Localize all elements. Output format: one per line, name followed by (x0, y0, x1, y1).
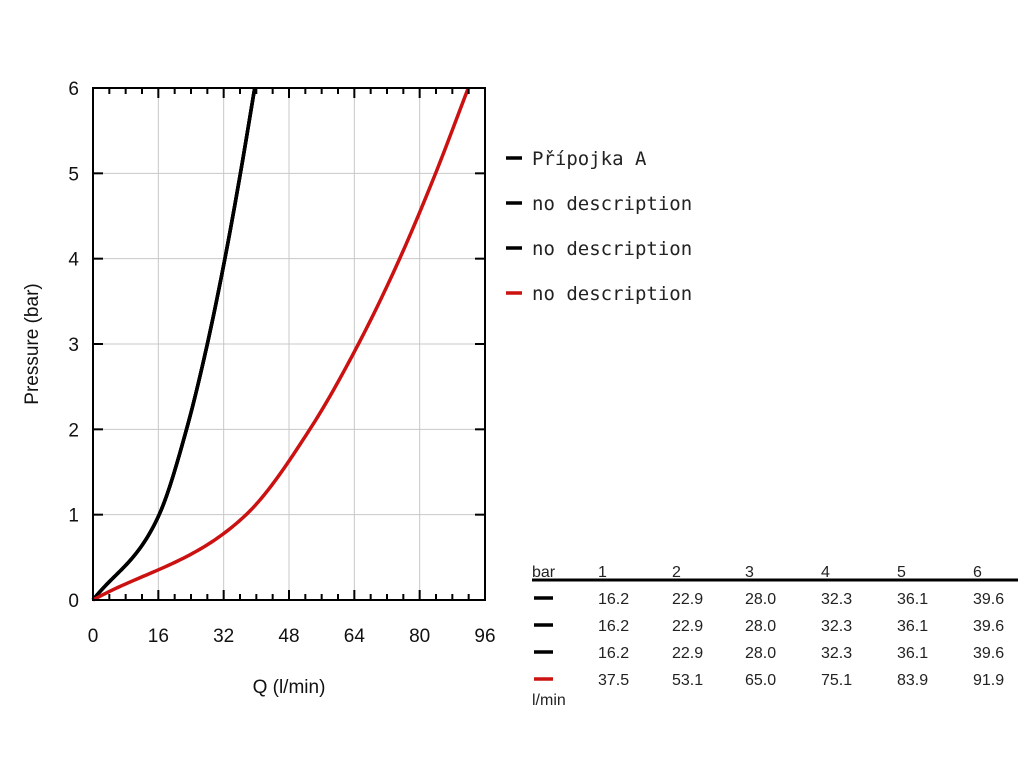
table-cell: 91.9 (973, 672, 1004, 689)
series-lines (91, 87, 470, 602)
data-table: bar l/min 1 2 3 4 5 6 16.2 22.9 28.0 32.3 36.1 39.6… (532, 564, 1018, 709)
x-tick-label: 64 (344, 626, 366, 647)
table-cell: 32.3 (821, 618, 852, 635)
y-tick-label: 5 (68, 164, 79, 185)
y-axis-label: Pressure (bar) (22, 283, 43, 404)
table-cell: 32.3 (821, 591, 852, 608)
legend-label: no description (532, 238, 692, 260)
table-cell: 53.1 (672, 672, 703, 689)
table-column-header: 6 (973, 564, 982, 581)
table-cell: 39.6 (973, 645, 1004, 662)
legend: Přípojka A no description no description no… (506, 148, 692, 305)
table-cell: 32.3 (821, 645, 852, 662)
series-line-4 (92, 87, 470, 602)
tick-labels: 0 16 32 48 64 80 96 0 1 2 3 4 5 6 (68, 79, 495, 647)
x-tick-label: 0 (88, 626, 99, 647)
axis-ticks (92, 87, 486, 601)
table-cell: 39.6 (973, 591, 1004, 608)
table-header-label: bar (532, 564, 556, 581)
x-tick-label: 32 (213, 626, 234, 647)
table-cell: 28.0 (745, 618, 776, 635)
table-column-header: 2 (672, 564, 681, 581)
table-column-header: 1 (598, 564, 607, 581)
table-unit-label: l/min (532, 692, 566, 709)
table-cell: 37.5 (598, 672, 629, 689)
table-column-header: 3 (745, 564, 754, 581)
y-tick-label: 4 (68, 250, 79, 271)
y-tick-label: 2 (68, 420, 79, 441)
table-cell: 22.9 (672, 645, 703, 662)
legend-label: Přípojka A (532, 148, 647, 170)
table-cell: 28.0 (745, 591, 776, 608)
x-tick-label: 80 (409, 626, 430, 647)
x-tick-label: 16 (148, 626, 169, 647)
table-cell: 28.0 (745, 645, 776, 662)
table-cell: 36.1 (897, 618, 928, 635)
table-cell: 16.2 (598, 618, 629, 635)
grid (93, 88, 485, 600)
series-line-3 (91, 87, 257, 602)
x-tick-label: 96 (474, 626, 495, 647)
y-tick-label: 0 (68, 591, 79, 612)
x-axis-label: Q (l/min) (253, 677, 326, 698)
legend-label: no description (532, 193, 692, 215)
table-cell: 36.1 (897, 645, 928, 662)
table-cell: 39.6 (973, 618, 1004, 635)
table-cell: 65.0 (745, 672, 776, 689)
table-cell: 36.1 (897, 591, 928, 608)
y-tick-label: 6 (68, 79, 79, 100)
y-tick-label: 3 (68, 335, 79, 356)
y-tick-label: 1 (68, 506, 79, 527)
table-cell: 16.2 (598, 645, 629, 662)
table-column-header: 4 (821, 564, 830, 581)
x-tick-label: 48 (278, 626, 299, 647)
table-cell: 75.1 (821, 672, 852, 689)
table-cell: 22.9 (672, 618, 703, 635)
table-cell: 83.9 (897, 672, 928, 689)
table-column-header: 5 (897, 564, 906, 581)
legend-label: no description (532, 283, 692, 305)
table-cell: 16.2 (598, 591, 629, 608)
table-cell: 22.9 (672, 591, 703, 608)
